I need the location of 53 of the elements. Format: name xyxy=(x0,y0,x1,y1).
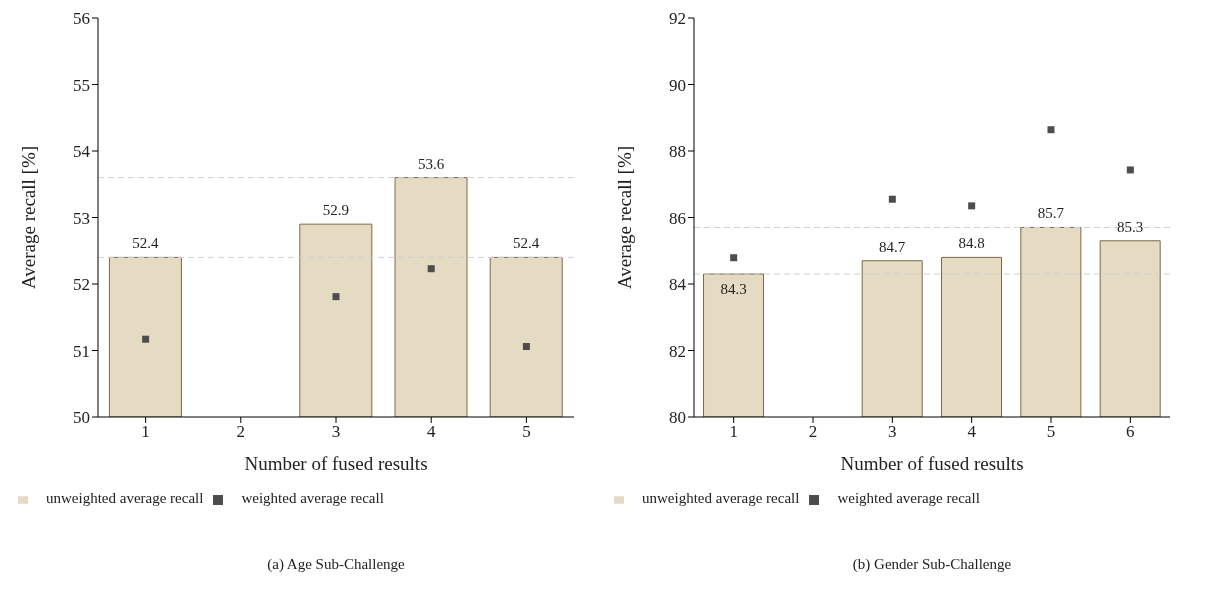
x-tick-label: 2 xyxy=(808,422,818,442)
y-tick-label: 84 xyxy=(669,275,687,295)
y-tick-label: 53 xyxy=(73,208,90,228)
x-tick-label: 5 xyxy=(522,422,531,442)
data-label: 53.6 xyxy=(417,155,445,172)
y-tick-label: 82 xyxy=(669,341,686,361)
y-tick-label: 90 xyxy=(669,75,686,95)
data-label: 85.3 xyxy=(1117,218,1144,235)
legend-label: unweighted average recall xyxy=(642,490,800,506)
legend-label: weighted average recall xyxy=(241,490,384,506)
x-tick-label: 6 xyxy=(1126,422,1135,442)
x-tick-label: 1 xyxy=(141,422,150,442)
x-axis-title: Number of fused results xyxy=(244,453,428,474)
legend-label: unweighted average recall xyxy=(46,490,204,506)
x-tick-label: 3 xyxy=(331,422,341,442)
y-tick-label: 56 xyxy=(73,9,90,29)
point xyxy=(522,343,530,351)
point xyxy=(1126,166,1134,174)
y-tick-label: 80 xyxy=(669,408,686,428)
point xyxy=(888,195,896,203)
point xyxy=(427,265,435,273)
y-tick-label: 52 xyxy=(73,275,90,295)
y-tick-label: 51 xyxy=(73,341,90,361)
data-label: 52.9 xyxy=(322,202,349,219)
x-tick-label: 3 xyxy=(888,422,897,442)
y-tick-label: 50 xyxy=(73,408,90,428)
y-tick-label: 92 xyxy=(669,9,686,29)
x-axis-title: Number of fused results xyxy=(840,453,1024,474)
point xyxy=(142,335,150,343)
data-label: 84.8 xyxy=(958,235,985,252)
data-label: 52.4 xyxy=(513,235,540,252)
data-label: 85.7 xyxy=(1037,205,1065,222)
text: (a) Age Sub-Challenge xyxy=(266,556,406,573)
y-tick-label: 55 xyxy=(73,75,90,95)
x-tick-label: 2 xyxy=(236,422,246,442)
x-tick-label: 4 xyxy=(967,422,977,442)
point xyxy=(1047,126,1055,134)
y-tick-label: 54 xyxy=(73,142,91,162)
x-tick-label: 1 xyxy=(729,422,738,442)
point xyxy=(332,293,340,301)
point xyxy=(730,254,738,262)
data-label: 84.3 xyxy=(720,281,747,298)
text: (b) Gender Sub-Challenge xyxy=(851,556,1013,573)
legend-label: weighted average recall xyxy=(837,490,980,506)
y-tick-label: 86 xyxy=(669,208,686,228)
data-label: 84.7 xyxy=(879,238,906,255)
y-axis-title: Average recall [%] xyxy=(17,145,39,290)
data-label: 52.4 xyxy=(132,235,160,252)
x-tick-label: 5 xyxy=(1046,422,1056,442)
x-tick-label: 4 xyxy=(426,422,436,442)
y-axis-title: Average recall [%] xyxy=(613,145,635,290)
point xyxy=(968,202,976,210)
y-tick-label: 88 xyxy=(669,142,686,162)
